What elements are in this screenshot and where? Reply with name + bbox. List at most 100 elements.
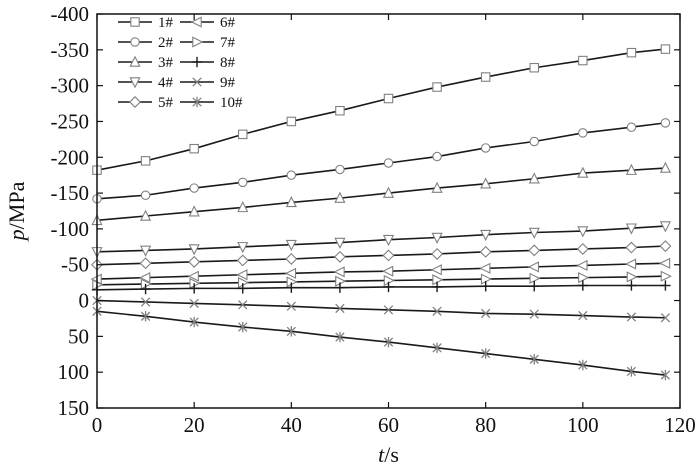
data-point-8 xyxy=(577,280,589,291)
legend-item-3: 3# xyxy=(118,55,174,71)
data-point-5 xyxy=(236,254,249,267)
series-layer xyxy=(90,44,672,381)
data-point-8 xyxy=(188,283,200,294)
legend-item-6: 6# xyxy=(180,15,236,31)
legend-item-5: 5# xyxy=(118,95,174,111)
legend-label-5: 5# xyxy=(158,95,174,111)
data-point-1 xyxy=(578,55,588,66)
y-axis-unit: /MPa xyxy=(4,181,29,229)
data-point-2 xyxy=(335,164,345,175)
legend-marker-5 xyxy=(129,96,141,108)
series-1 xyxy=(92,44,671,175)
data-point-9 xyxy=(189,298,199,309)
data-point-3 xyxy=(237,200,249,213)
data-point-6 xyxy=(479,262,491,274)
data-point-3 xyxy=(285,195,297,208)
legend-marker-4 xyxy=(129,77,141,89)
x-tick-label: 60 xyxy=(378,413,399,437)
x-axis-variable: t xyxy=(378,442,385,467)
data-point-5 xyxy=(139,257,152,270)
data-point-10 xyxy=(432,342,442,354)
x-tick-label: 40 xyxy=(281,413,302,437)
data-point-6 xyxy=(658,257,671,269)
data-point-3 xyxy=(528,172,540,184)
data-point-5 xyxy=(625,241,638,254)
legend-label-2: 2# xyxy=(158,35,174,51)
legend-label-7: 7# xyxy=(220,35,236,51)
data-point-5 xyxy=(382,249,395,262)
x-tick-label: 100 xyxy=(567,413,599,437)
data-point-7 xyxy=(626,271,638,283)
data-point-9 xyxy=(578,310,588,321)
series-6 xyxy=(90,257,671,285)
y-tick-label: -400 xyxy=(51,2,90,26)
legend-marker-1 xyxy=(130,17,140,27)
series-line-10 xyxy=(96,310,666,376)
data-point-10 xyxy=(189,316,199,328)
legend-marker-8 xyxy=(191,56,203,68)
series-4 xyxy=(91,221,672,259)
legend-item-2: 2# xyxy=(118,35,174,51)
data-point-2 xyxy=(660,118,671,128)
data-point-10 xyxy=(529,354,539,365)
series-10 xyxy=(92,306,671,381)
data-point-1 xyxy=(529,62,539,73)
legend-item-7: 7# xyxy=(180,35,236,51)
y-tick-label: -150 xyxy=(51,181,90,205)
data-point-4 xyxy=(382,234,395,247)
data-point-8 xyxy=(140,283,151,295)
y-axis-variable: p xyxy=(4,229,29,242)
data-point-2 xyxy=(432,151,442,162)
data-point-4 xyxy=(431,232,443,244)
data-point-4 xyxy=(577,226,589,238)
data-point-8 xyxy=(286,282,297,293)
data-point-3 xyxy=(625,163,638,175)
y-tick-label: -200 xyxy=(51,145,90,169)
data-point-3 xyxy=(139,209,152,221)
legend-marker-7 xyxy=(192,36,204,48)
data-point-6 xyxy=(527,261,540,273)
data-point-10 xyxy=(140,311,151,322)
data-point-2 xyxy=(189,183,199,193)
data-point-8 xyxy=(431,281,443,293)
data-point-6 xyxy=(187,270,199,282)
data-point-10 xyxy=(383,336,394,348)
data-point-9 xyxy=(481,308,491,319)
data-point-9 xyxy=(660,313,671,323)
data-point-9 xyxy=(140,297,151,307)
data-point-1 xyxy=(660,44,671,54)
data-point-9 xyxy=(286,301,296,311)
data-point-6 xyxy=(576,259,588,272)
data-point-4 xyxy=(188,244,200,256)
data-point-5 xyxy=(528,244,541,257)
data-point-8 xyxy=(480,281,491,292)
y-tick-label: -350 xyxy=(51,38,90,62)
series-3 xyxy=(91,161,672,226)
data-point-8 xyxy=(529,281,540,292)
legend-marker-9 xyxy=(192,77,202,87)
data-point-2 xyxy=(140,190,151,200)
data-point-5 xyxy=(659,240,672,253)
data-point-1 xyxy=(189,143,199,154)
y-tick-label: 0 xyxy=(79,289,90,313)
y-tick-label: -300 xyxy=(51,74,90,98)
series-line-1 xyxy=(96,48,666,171)
data-point-2 xyxy=(626,122,637,132)
data-point-10 xyxy=(286,326,296,337)
data-point-10 xyxy=(335,331,345,343)
legend-item-9: 9# xyxy=(180,75,236,91)
y-tick-label: -50 xyxy=(61,253,89,277)
series-8 xyxy=(91,280,671,295)
y-axis-title: p/MPa xyxy=(4,181,29,242)
data-point-7 xyxy=(529,272,541,284)
y-tick-label: -100 xyxy=(51,217,90,241)
data-point-5 xyxy=(333,250,346,263)
data-point-8 xyxy=(626,280,637,291)
data-point-10 xyxy=(238,321,248,333)
legend-item-8: 8# xyxy=(180,55,236,71)
data-point-4 xyxy=(237,242,249,254)
data-point-4 xyxy=(625,223,638,235)
data-point-2 xyxy=(383,158,394,168)
